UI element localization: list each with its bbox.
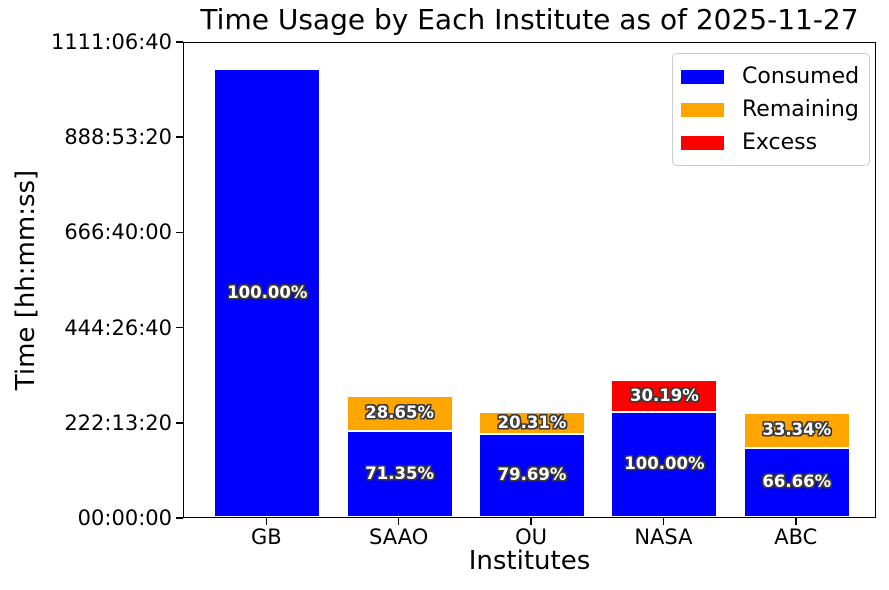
legend-label: Excess — [742, 130, 818, 155]
bar-percentage-label: 71.35% — [365, 463, 435, 483]
legend-swatch-consumed — [681, 69, 724, 84]
bar-segment-remaining-saao: 28.65% — [346, 396, 453, 431]
bar-segment-remaining-abc: 33.34% — [743, 413, 850, 448]
bar-percentage-label: 20.31% — [497, 412, 567, 432]
y-tick-mark — [176, 136, 183, 138]
x-tick-mark — [795, 518, 797, 525]
y-tick-mark — [176, 517, 183, 519]
y-axis-label-text: Time [hh:mm:ss] — [11, 169, 41, 391]
y-tick-label: 00:00:00 — [77, 506, 172, 530]
bar-percentage-label: 66.66% — [762, 472, 832, 492]
x-tick-label-ou: OU — [515, 525, 547, 549]
y-tick-label: 1111:06:40 — [50, 30, 172, 54]
y-tick-mark — [176, 231, 183, 234]
bar-segment-consumed-abc: 66.66% — [743, 447, 850, 517]
x-axis-label: Institutes — [468, 546, 591, 576]
bar-percentage-label: 33.34% — [762, 420, 832, 440]
bar-percentage-label: 30.19% — [630, 385, 699, 405]
bar-percentage-label: 28.65% — [365, 403, 435, 423]
x-tick-label-saao: SAAO — [369, 525, 429, 549]
bar-segment-consumed-saao: 71.35% — [346, 430, 453, 517]
y-tick-mark — [176, 326, 183, 329]
x-tick-mark — [265, 518, 268, 525]
legend-swatch-excess — [681, 135, 724, 150]
x-tick-mark — [397, 518, 400, 525]
bar-percentage-label: 100.00% — [227, 282, 308, 302]
y-tick-label: 666:40:00 — [64, 220, 172, 245]
bar-segment-consumed-nasa: 100.00% — [611, 411, 718, 517]
legend-item-consumed: Consumed — [681, 63, 861, 90]
chart-title: Time Usage by Each Institute as of 2025-… — [200, 3, 859, 36]
x-tick-label-gb: GB — [250, 525, 282, 549]
y-tick-label: 222:13:20 — [64, 410, 172, 435]
bar-percentage-label: 100.00% — [624, 454, 705, 474]
y-tick-label: 888:53:20 — [64, 125, 172, 150]
legend-item-excess: Excess — [681, 129, 861, 156]
y-tick-mark — [176, 422, 183, 424]
y-tick-mark — [176, 41, 183, 43]
x-tick-label-abc: ABC — [774, 525, 818, 549]
bar-segment-consumed-gb: 100.00% — [214, 69, 321, 517]
legend-label: Consumed — [742, 64, 860, 89]
bar-percentage-label: 79.69% — [497, 465, 567, 485]
bar-segment-excess-nasa: 30.19% — [611, 379, 718, 412]
bars-layer: 100.00% 71.35% 28.65% 79.69% 20.31% 100.00% 30… — [184, 43, 875, 517]
bar-segment-consumed-ou: 79.69% — [479, 433, 586, 517]
bar-segment-remaining-ou: 20.31% — [479, 412, 586, 434]
x-tick-label-nasa: NASA — [634, 525, 693, 549]
legend: Consumed Remaining Excess — [672, 53, 870, 166]
y-tick-label: 444:26:40 — [64, 315, 172, 340]
x-tick-mark — [662, 518, 665, 525]
legend-swatch-remaining — [681, 102, 724, 117]
plot-area: 100.00% 71.35% 28.65% 79.69% 20.31% 100.00% 30… — [183, 42, 876, 518]
legend-label: Remaining — [742, 97, 859, 122]
x-tick-mark — [530, 518, 532, 525]
legend-item-remaining: Remaining — [681, 96, 861, 123]
